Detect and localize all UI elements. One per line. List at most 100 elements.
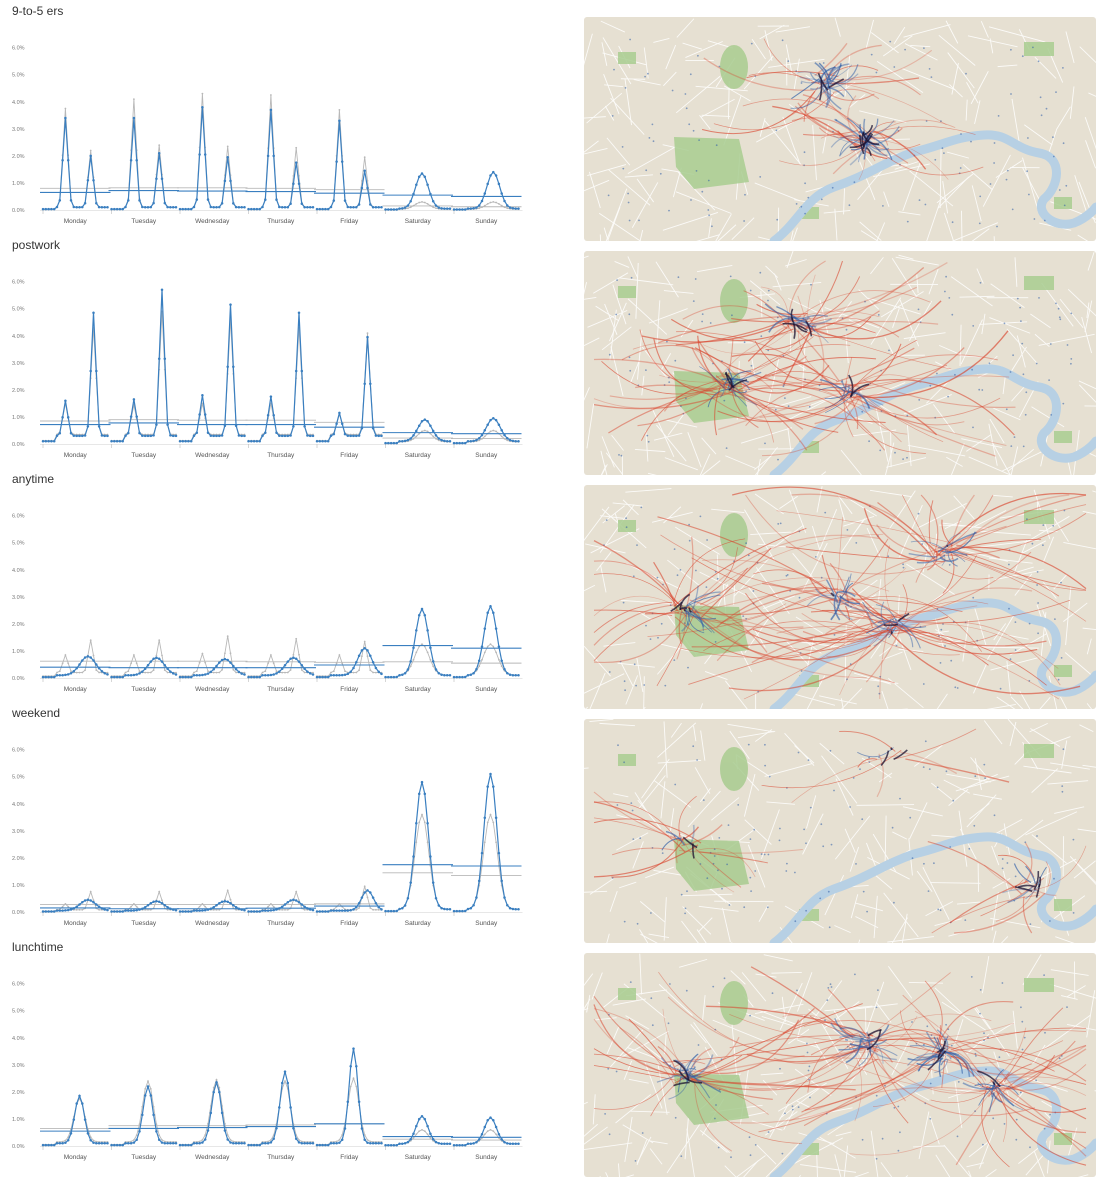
data-point [47, 208, 50, 211]
baseline-point [281, 909, 283, 911]
station-dot [971, 976, 973, 978]
data-point [375, 902, 378, 905]
data-point [492, 1119, 495, 1122]
data-point [358, 902, 361, 905]
baseline-point [506, 440, 508, 442]
station-dot [906, 457, 908, 459]
data-point [295, 1138, 298, 1141]
data-point [229, 902, 232, 905]
y-tick-label: 0.0% [12, 676, 25, 682]
station-dot [1027, 137, 1029, 139]
station-dot [923, 683, 925, 685]
baseline-point [65, 1140, 67, 1142]
station-dot [1070, 313, 1072, 315]
data-point [333, 909, 336, 912]
data-point [347, 1101, 350, 1104]
baseline-point [93, 899, 95, 901]
data-point [247, 910, 250, 913]
station-dot [1012, 209, 1014, 211]
baseline-point [427, 1133, 429, 1135]
baseline-point [350, 1086, 352, 1088]
data-point [87, 899, 90, 902]
data-point [390, 208, 393, 211]
data-point [412, 1132, 415, 1135]
station-dot [948, 297, 950, 299]
data-point [344, 674, 347, 677]
data-point [330, 206, 333, 209]
series-line [317, 337, 382, 441]
station-dot [690, 199, 692, 201]
station-dot [823, 62, 825, 64]
data-point [193, 1142, 196, 1145]
station-dot [929, 385, 931, 387]
data-point [42, 910, 45, 913]
station-dot [1020, 1092, 1022, 1094]
baseline-line [454, 644, 519, 677]
baseline-point [484, 841, 486, 843]
station-dot [657, 637, 659, 639]
data-point [458, 208, 461, 211]
station-dot [928, 890, 930, 892]
station-dot [902, 563, 904, 565]
station-dot [799, 597, 801, 599]
data-point [187, 440, 190, 443]
data-point [106, 673, 109, 676]
data-point [204, 1138, 207, 1141]
data-point [243, 435, 246, 438]
data-point [395, 1144, 398, 1147]
data-point [424, 793, 427, 796]
station-dot [724, 977, 726, 979]
baseline-point [133, 98, 135, 100]
data-point [398, 207, 401, 210]
data-point [172, 1142, 175, 1145]
data-point [292, 183, 295, 186]
data-point [61, 1142, 64, 1145]
data-point [270, 109, 273, 112]
data-point [272, 414, 275, 417]
y-tick-label: 2.0% [12, 154, 25, 160]
baseline-point [484, 436, 486, 438]
data-point [127, 432, 130, 435]
data-point [95, 903, 98, 906]
data-point [435, 434, 438, 437]
data-point [212, 906, 215, 909]
data-point [303, 206, 306, 209]
station-dot [685, 93, 687, 95]
baseline-point [164, 669, 166, 671]
data-point [56, 435, 59, 438]
data-point [247, 1144, 250, 1147]
data-point [218, 902, 221, 905]
data-point [395, 442, 398, 445]
data-point [495, 1126, 498, 1129]
day-label: Friday [340, 920, 359, 927]
data-point [324, 676, 327, 679]
data-point [264, 674, 267, 677]
baseline-point [65, 654, 67, 656]
data-point [144, 668, 147, 671]
data-point [456, 910, 459, 913]
data-point [247, 440, 250, 443]
data-point [166, 1142, 169, 1145]
data-point [506, 904, 509, 907]
data-point [92, 1141, 95, 1144]
station-dot [808, 1070, 810, 1072]
data-point [226, 1138, 229, 1141]
data-point [133, 398, 136, 401]
data-point [330, 435, 333, 438]
park-small [618, 988, 636, 1000]
data-point [453, 676, 456, 679]
data-point [172, 435, 175, 438]
data-point [224, 1129, 227, 1132]
station-dot [974, 775, 976, 777]
day-label: Tuesday [131, 218, 156, 225]
data-point [110, 1144, 113, 1147]
station-dot [965, 73, 967, 75]
baseline-point [418, 202, 420, 204]
data-point [250, 440, 253, 443]
baseline-point [421, 814, 423, 816]
station-dot [624, 921, 626, 923]
station-dot [728, 824, 730, 826]
station-dot [639, 837, 641, 839]
data-point [275, 432, 278, 435]
station-dot [629, 39, 631, 41]
